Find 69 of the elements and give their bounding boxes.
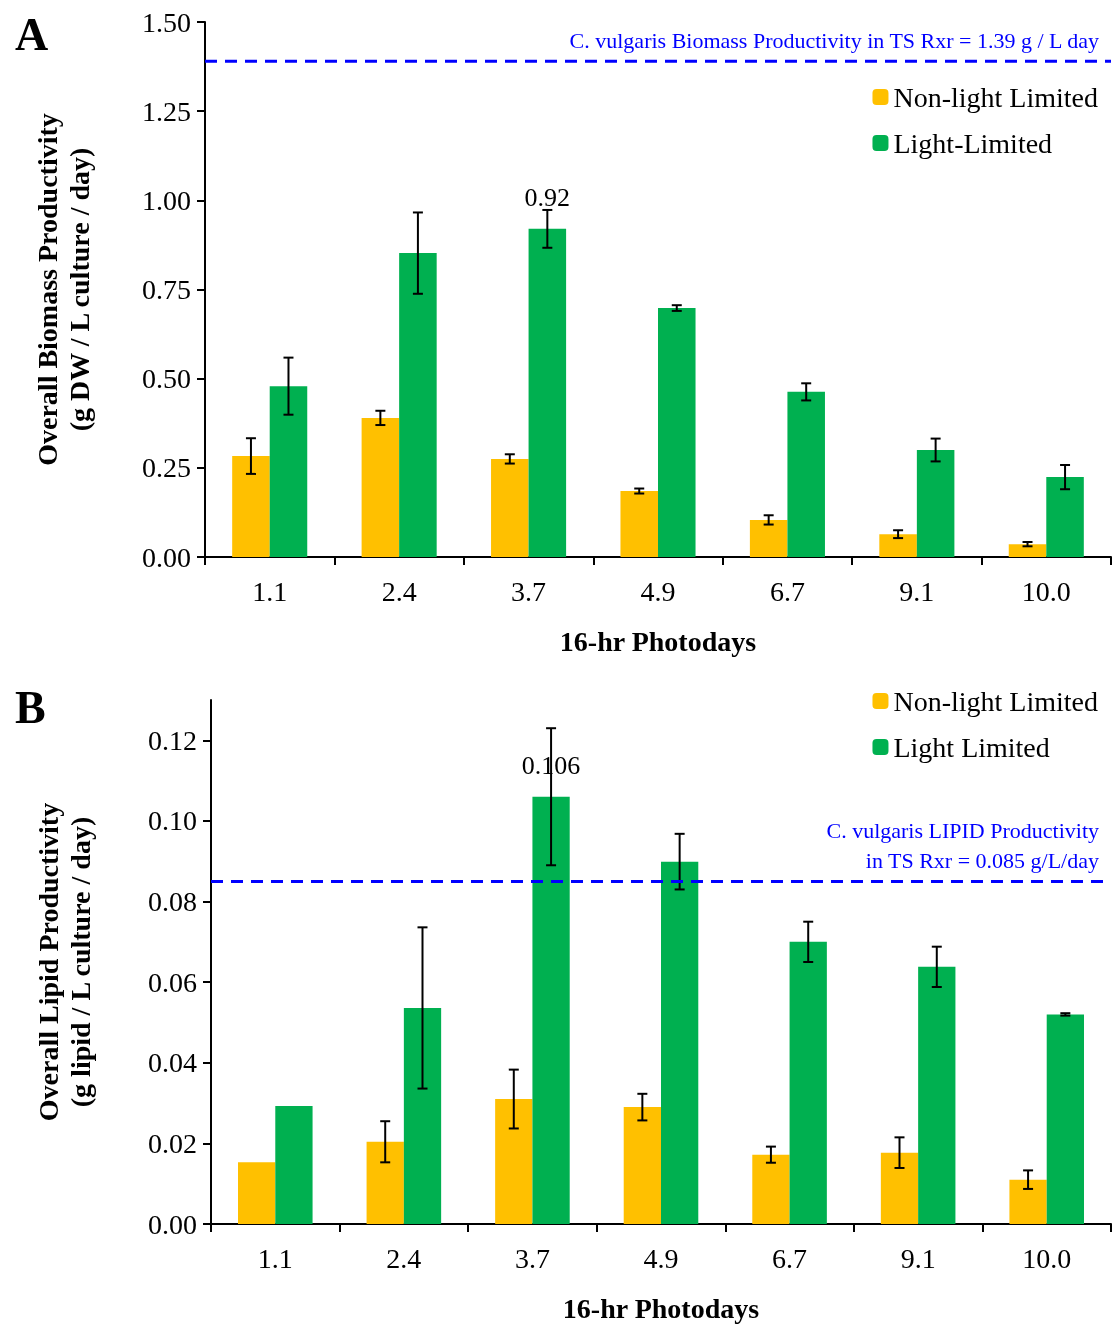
bar <box>658 308 696 557</box>
bar <box>1046 1014 1084 1224</box>
bar <box>1008 544 1047 557</box>
bar <box>620 491 658 557</box>
bar <box>661 861 699 1224</box>
bar <box>789 941 827 1224</box>
x-tick-label: 1.1 <box>252 575 288 607</box>
bar <box>880 1152 919 1224</box>
x-tick-label: 3.7 <box>511 575 547 607</box>
y-axis-title: Overall Lipid Productivity (g lipid / L culture / day) <box>32 802 96 1122</box>
bar <box>495 1099 533 1224</box>
y-tick-label: 0.04 <box>148 1047 197 1079</box>
bar <box>1046 477 1084 557</box>
chart-title: B <box>15 681 46 733</box>
x-tick-label: 1.1 <box>257 1242 293 1274</box>
bar <box>528 228 567 557</box>
bar <box>238 1162 276 1224</box>
bar <box>752 1154 790 1224</box>
legend-label: Light Limited <box>893 731 1050 763</box>
x-tick-label: 4.9 <box>643 1242 679 1274</box>
y-tick-label: 0.00 <box>148 1208 197 1240</box>
y-tick-label: 0.08 <box>148 886 197 918</box>
y-tick-label: 0.12 <box>148 724 197 756</box>
y-tick-label: 0.50 <box>142 363 191 395</box>
x-tick-label: 4.9 <box>640 575 676 607</box>
bar <box>916 450 955 557</box>
legend-label: Light-Limited <box>893 127 1053 159</box>
bar <box>749 519 788 557</box>
x-tick-label: 3.7 <box>514 1242 550 1274</box>
x-tick-label: 9.1 <box>899 575 935 607</box>
bar <box>275 1105 313 1224</box>
ref-line-label: C. vulgaris Biomass Productivity in TS Rxr = 1.39 g / L day <box>569 27 1099 53</box>
bar <box>399 253 437 557</box>
x-axis-title: 16-hr Photodays <box>559 625 757 657</box>
bar <box>232 456 270 557</box>
x-tick-label: 9.1 <box>900 1242 936 1274</box>
y-tick-label: 0.06 <box>148 966 197 998</box>
y-tick-label: 0.25 <box>142 452 191 484</box>
legend-label: Non-light Limited <box>893 685 1098 717</box>
y-tick-label: 0.75 <box>142 274 191 305</box>
y-axis-title: Overall Biomass Productivity (g DW / L culture / day) <box>31 113 95 466</box>
ref-line-label: C. vulgaris LIPID Productivity in TS Rxr = 0.085 g/L/day <box>826 817 1099 873</box>
bar <box>623 1107 661 1224</box>
y-tick-label: 0.02 <box>148 1127 197 1159</box>
bar <box>532 796 570 1224</box>
bar <box>491 458 529 557</box>
y-tick-label: 1.50 <box>142 6 191 38</box>
x-tick-label: 10.0 <box>1021 575 1071 607</box>
bar <box>787 391 825 557</box>
bar <box>361 417 400 557</box>
bar <box>879 534 917 557</box>
legend-label: Non-light Limited <box>893 81 1098 113</box>
bar <box>366 1141 404 1224</box>
y-tick-label: 1.00 <box>142 184 191 216</box>
bar <box>269 386 308 557</box>
x-axis-title: 16-hr Photodays <box>562 1292 760 1324</box>
y-tick-label: 1.25 <box>142 95 191 127</box>
x-tick-label: 6.7 <box>769 575 805 607</box>
bar <box>403 1007 442 1224</box>
chart-title: A <box>15 8 49 60</box>
bar <box>1009 1179 1047 1224</box>
data-label: 0.92 <box>524 183 571 213</box>
bar <box>918 966 956 1224</box>
y-tick-label: 0.10 <box>148 805 197 837</box>
y-tick-label: 0.00 <box>142 541 191 573</box>
x-tick-label: 2.4 <box>381 575 417 607</box>
x-tick-label: 10.0 <box>1022 1242 1072 1274</box>
x-tick-label: 2.4 <box>386 1242 422 1274</box>
x-tick-label: 6.7 <box>772 1242 808 1274</box>
